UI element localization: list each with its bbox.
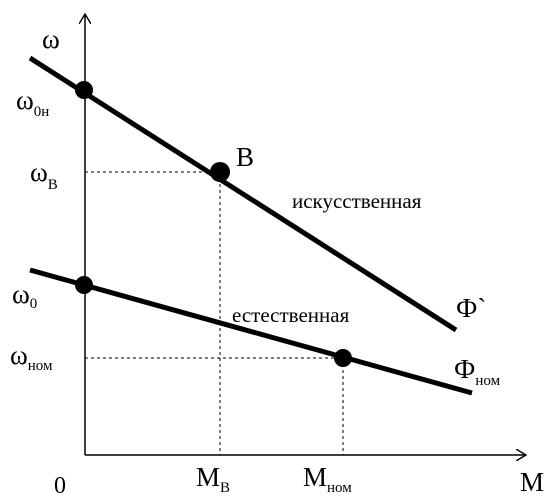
artificial-line-label: искусственная [292,189,422,213]
x-axis-label: M [520,467,544,497]
point-b [210,162,230,182]
y-tick-omega-b: ωВ [30,157,58,193]
y-tick-omega-nom: ωном [10,340,53,374]
flux-artificial-label: Ф` [456,293,486,323]
x-tick-m-nom: Mном [303,462,352,496]
y-axis-label: ω [42,24,60,54]
point-omega-0n [75,81,93,99]
point-nominal [334,349,352,367]
artificial-characteristic-line [28,55,458,333]
y-tick-omega-0: ω0 [12,279,37,312]
y-tick-omega-0n: ω0н [16,85,49,120]
natural-line-label: естественная [232,303,350,327]
point-b-label: B [236,142,254,172]
point-omega-0 [75,276,93,294]
flux-nominal-label: Фном [454,354,501,389]
natural-characteristic-line [29,267,473,396]
x-tick-m-b: MВ [196,462,230,496]
origin-label: 0 [54,473,66,497]
